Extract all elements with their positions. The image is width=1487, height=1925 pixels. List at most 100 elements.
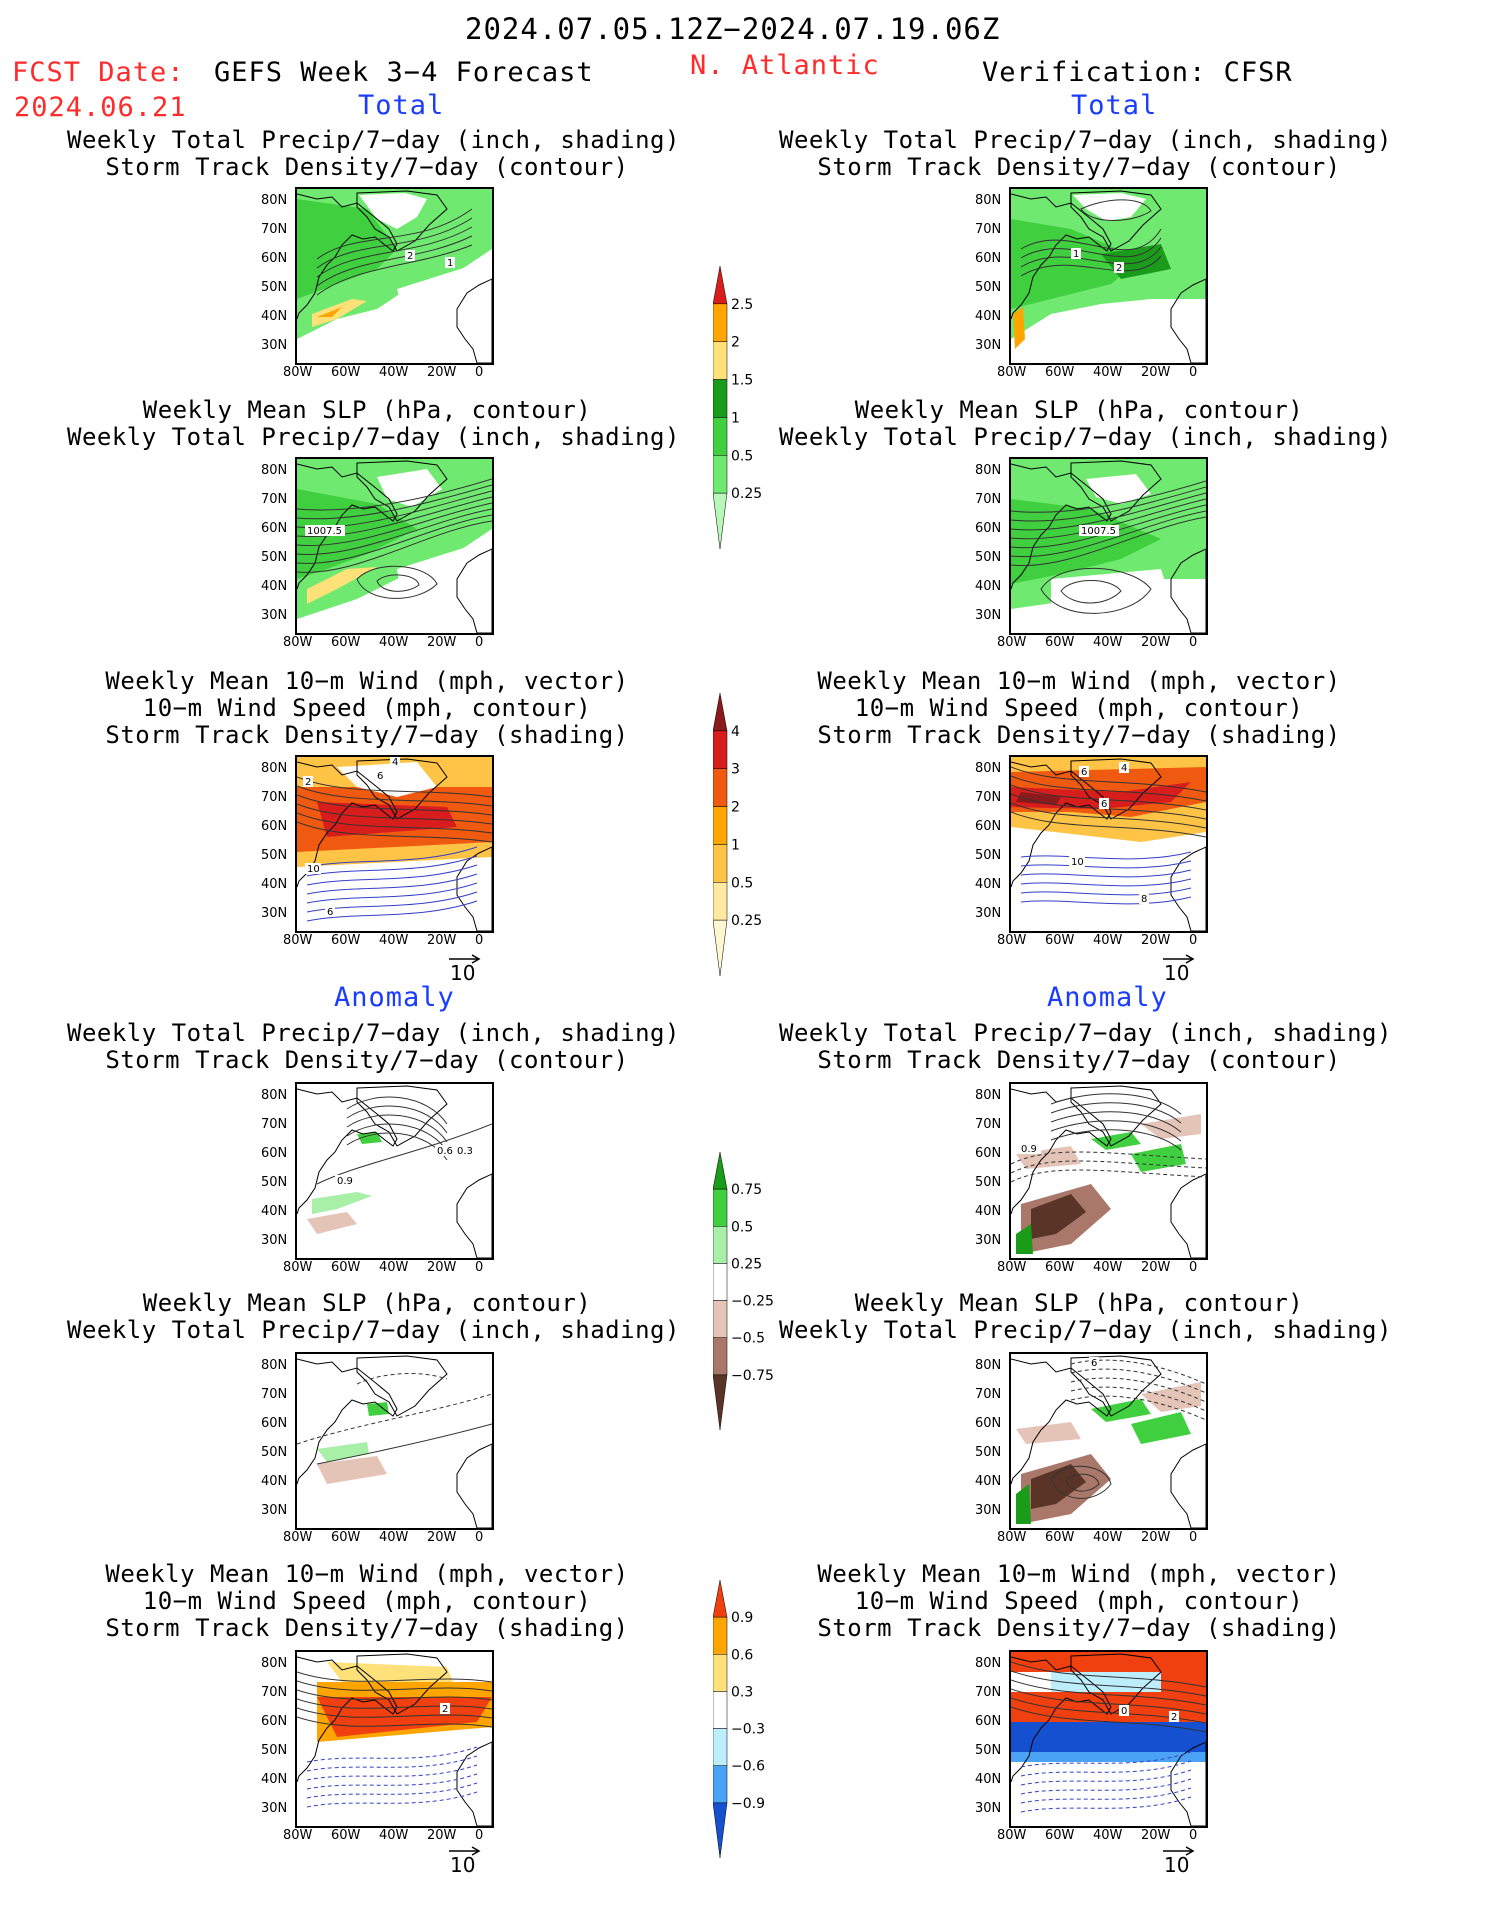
no-precip xyxy=(359,193,427,229)
lat-tick-label: 40N xyxy=(975,579,1002,594)
lat-tick-label: 60N xyxy=(975,1416,1002,1431)
contour-line xyxy=(297,785,492,807)
lat-tick-label: 40N xyxy=(261,1772,288,1787)
greenland-outline xyxy=(356,460,448,522)
contour-line xyxy=(1050,1111,1182,1133)
title-line: Weekly Mean SLP (hPa, contour) xyxy=(142,396,592,424)
contour-line xyxy=(1070,1395,1206,1421)
greenland-outline xyxy=(356,1653,448,1715)
contour-line xyxy=(306,882,478,904)
colorbar-svg: 0.75 0.5 0.25 −0.25 −0.5 −0.75 xyxy=(713,1152,774,1431)
lon-tick-label: 0 xyxy=(475,933,484,948)
contour-line xyxy=(1020,255,1162,277)
lon-tick-label: 60W xyxy=(331,1828,361,1843)
map-svg xyxy=(297,1355,492,1528)
title-line: Weekly Mean 10−m Wind (mph, vector) xyxy=(817,667,1341,695)
precip-anom-pos xyxy=(1131,1144,1186,1172)
lon-tick-label: 0 xyxy=(1189,1260,1198,1275)
lat-tick-label: 50N xyxy=(975,280,1002,295)
lon-tick-label: 60W xyxy=(331,1260,361,1275)
contour-line xyxy=(1070,1368,1206,1394)
lon-tick-label: 20W xyxy=(1141,1828,1171,1843)
lon-tick-label: 20W xyxy=(1141,1260,1171,1275)
contour-line xyxy=(1011,775,1206,802)
colorbar-swatch xyxy=(713,1337,728,1376)
contour-line xyxy=(316,235,473,287)
contour-line xyxy=(1011,492,1206,531)
lat-tick-label: 50N xyxy=(261,1175,288,1190)
lon-tick-label: 60W xyxy=(331,1530,361,1545)
lat-tick-label: 30N xyxy=(975,338,1002,353)
colorbar-swatch xyxy=(713,1188,728,1227)
contour-line xyxy=(346,1123,448,1152)
contour-line xyxy=(1050,1465,1112,1499)
contour-line xyxy=(297,1680,492,1692)
greenland-outline xyxy=(356,190,448,252)
lat-tick-label: 40N xyxy=(975,1474,1002,1489)
contour-label: 8 xyxy=(1141,894,1147,905)
lat-tick-label: 60N xyxy=(975,1714,1002,1729)
lon-tick-label: 80W xyxy=(283,1828,313,1843)
coastline xyxy=(297,1656,398,1783)
lat-tick-label: 50N xyxy=(975,848,1002,863)
contour-line xyxy=(306,1764,478,1781)
contour-line xyxy=(316,244,473,296)
vector-ref-label: 10 xyxy=(1164,961,1190,985)
europe-africa-outline xyxy=(1170,278,1206,363)
lat-tick-label: 50N xyxy=(261,550,288,565)
contour-line xyxy=(1070,1386,1206,1412)
storm-anom-neg xyxy=(1011,1752,1206,1762)
colorbar-tick-label: −0.25 xyxy=(731,1294,774,1310)
total-label-right: Total xyxy=(1071,90,1158,121)
title-gefs-anom-slp: Weekly Mean SLP (hPa, contour) Weekly To… xyxy=(67,1289,679,1344)
lat-tick-label: 40N xyxy=(975,877,1002,892)
map-svg: 1007.5 xyxy=(1011,459,1206,633)
title-line: Storm Track Density/7−day (shading) xyxy=(817,1614,1341,1642)
lon-tick-label: 20W xyxy=(1141,365,1171,380)
contour-line xyxy=(306,864,478,886)
lon-tick-label: 20W xyxy=(1141,635,1171,650)
lat-tick-label: 60N xyxy=(975,1146,1002,1161)
contour-line xyxy=(1020,246,1162,268)
contour-line xyxy=(297,794,492,816)
title-line: Weekly Mean SLP (hPa, contour) xyxy=(854,1289,1304,1317)
greenland-outline xyxy=(1070,190,1162,252)
colorbar-swatch xyxy=(713,379,728,418)
lon-tick-label: 60W xyxy=(331,933,361,948)
coastline xyxy=(297,193,398,320)
greenland-outline xyxy=(1070,758,1162,820)
lat-tick-label: 60N xyxy=(975,251,1002,266)
lon-tick-label: 20W xyxy=(427,933,457,948)
lat-tick-label: 80N xyxy=(261,1656,288,1671)
lon-tick-label: 40W xyxy=(1093,933,1123,948)
lat-tick-label: 40N xyxy=(261,309,288,324)
contour-label-box xyxy=(445,257,455,268)
precip-anom-neg xyxy=(1141,1114,1201,1139)
contour-label-box xyxy=(1079,525,1119,536)
contour-line xyxy=(1020,1787,1192,1804)
lon-tick-label: 60W xyxy=(1045,1530,1075,1545)
colorbar-tick-label: 2 xyxy=(731,335,740,351)
title-line: Weekly Mean SLP (hPa, contour) xyxy=(142,1289,592,1317)
contour-line xyxy=(1020,1796,1192,1813)
contour-line xyxy=(1011,510,1206,558)
map-gefs-anom-wind: 2 xyxy=(295,1650,494,1828)
lat-tick-label: 70N xyxy=(975,790,1002,805)
contour-label-box xyxy=(1114,262,1124,273)
contour-line xyxy=(297,803,492,825)
colorbar-svg: 2.5 2 1.5 1 0.5 0.25 xyxy=(713,266,762,550)
map-gefs-anom-slp xyxy=(295,1352,494,1530)
map-gefs-anom-precip: 0.6 0.3 0.9 xyxy=(295,1082,494,1260)
precip-anom-pos xyxy=(312,1192,372,1214)
colorbar-tick-label: −0.6 xyxy=(731,1759,765,1775)
arrow-icon xyxy=(449,954,481,964)
colorbar-swatch xyxy=(713,417,728,456)
title-line: Weekly Total Precip/7−day (inch, shading… xyxy=(67,423,680,451)
verification-title: Verification: CFSR xyxy=(982,57,1293,88)
contour-line xyxy=(1020,878,1192,887)
map-svg: 0.9 xyxy=(1011,1085,1206,1258)
lat-tick-label: 30N xyxy=(261,906,288,921)
colorbar-tick-label: −0.9 xyxy=(731,1796,765,1812)
contour-label-box xyxy=(1099,798,1109,809)
colorbar-tick-label: 3 xyxy=(731,762,740,778)
